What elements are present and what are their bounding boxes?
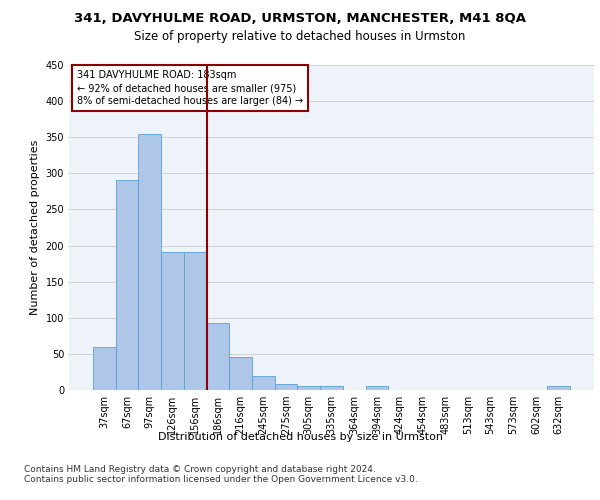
Bar (206, 323, 229, 390)
Y-axis label: Number of detached properties: Number of detached properties (30, 140, 40, 315)
Text: 341 DAVYHULME ROAD: 183sqm
← 92% of detached houses are smaller (975)
8% of semi: 341 DAVYHULME ROAD: 183sqm ← 92% of deta… (77, 70, 303, 106)
Bar (252, 376, 275, 390)
Text: 341, DAVYHULME ROAD, URMSTON, MANCHESTER, M41 8QA: 341, DAVYHULME ROAD, URMSTON, MANCHESTER… (74, 12, 526, 26)
Bar (365, 386, 388, 390)
Bar (116, 180, 139, 390)
Bar (320, 386, 343, 390)
Text: Contains HM Land Registry data © Crown copyright and database right 2024.
Contai: Contains HM Land Registry data © Crown c… (24, 465, 418, 484)
Text: Distribution of detached houses by size in Urmston: Distribution of detached houses by size … (157, 432, 443, 442)
Text: Size of property relative to detached houses in Urmston: Size of property relative to detached ho… (134, 30, 466, 43)
Bar (275, 384, 298, 390)
Bar (547, 386, 570, 390)
Bar (161, 252, 184, 390)
Bar (298, 386, 320, 390)
Bar (93, 346, 116, 390)
Bar (229, 357, 252, 390)
Bar (184, 252, 206, 390)
Bar (139, 134, 161, 390)
